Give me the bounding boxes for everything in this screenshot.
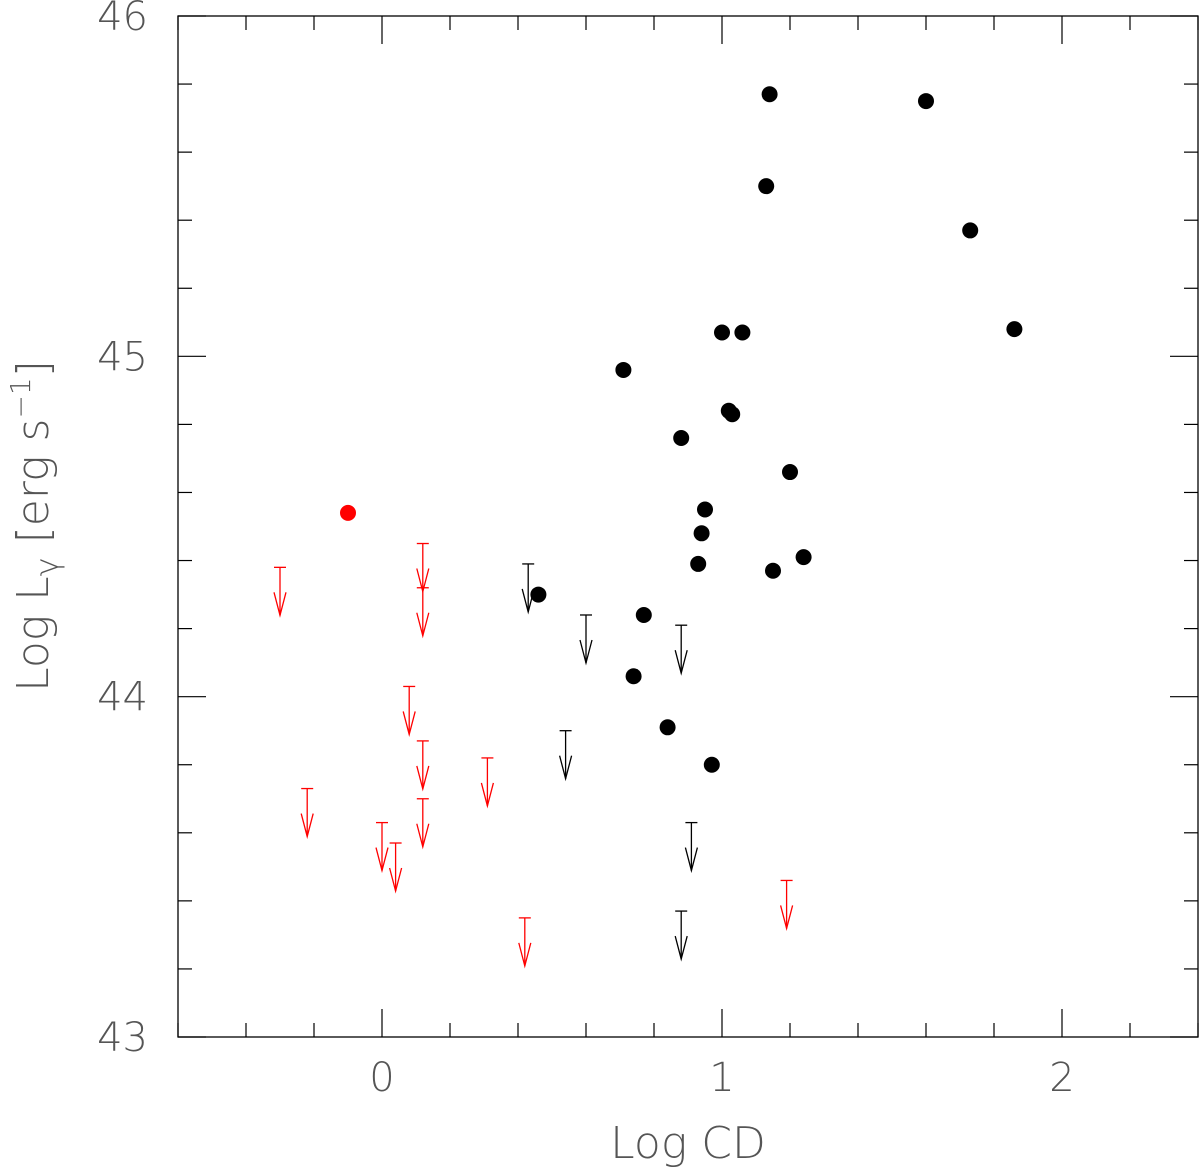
y-tick-label: 46: [97, 0, 148, 40]
red-upper-limit-arrow: [273, 566, 287, 618]
black-data-point: [635, 606, 652, 623]
upper-limit-head: [480, 782, 495, 809]
y-axis-title-subscript: γ: [28, 557, 66, 576]
upper-limit-head: [388, 867, 403, 894]
upper-limit-head: [674, 650, 688, 676]
black-data-point: [690, 555, 707, 572]
black-data-point: [765, 562, 781, 579]
upper-limit-head: [518, 942, 532, 969]
black-data-point: [795, 549, 812, 566]
black-data-point: [703, 756, 720, 773]
red-upper-limit-arrow: [388, 842, 403, 894]
red-upper-limit-arrow: [416, 587, 430, 639]
plot-frame: [177, 15, 1199, 1038]
black-data-point: [758, 178, 775, 195]
y-axis-title-close: ]: [8, 360, 59, 377]
y-tick-label: 43: [97, 1015, 148, 1061]
black-data-point: [714, 324, 730, 341]
x-tick-label: 0: [369, 1055, 394, 1101]
red-upper-limit-arrow: [416, 542, 430, 595]
y-axis-title-units: [erg s: [8, 419, 59, 544]
black-upper-limit-arrow: [579, 614, 593, 666]
black-data-point: [615, 361, 632, 378]
upper-limit-head: [558, 755, 573, 782]
black-upper-limit-arrow: [558, 730, 573, 782]
upper-limit-head: [779, 905, 794, 932]
red-upper-limit-arrow: [416, 798, 430, 850]
black-data-point: [962, 222, 979, 239]
black-data-point: [693, 525, 710, 542]
upper-limit-head: [674, 935, 688, 962]
black-data-point: [697, 501, 713, 518]
black-data-point: [659, 719, 676, 736]
upper-limit-head: [579, 639, 593, 666]
red-upper-limit-arrow: [300, 787, 314, 840]
data-marks: [273, 86, 1023, 969]
black-data-point: [724, 406, 741, 423]
black-upper-limit-arrow: [674, 624, 688, 676]
upper-limit-head: [521, 588, 535, 615]
x-axis-title: Log CD: [610, 1118, 766, 1169]
black-upper-limit-arrow: [521, 563, 535, 615]
red-upper-limit-arrow: [375, 821, 389, 874]
red-upper-limit-arrow: [402, 685, 416, 738]
x-tick-label: 1: [709, 1055, 734, 1101]
upper-limit-head: [300, 813, 314, 840]
black-data-point: [761, 86, 778, 103]
red-upper-limit-arrow: [480, 757, 495, 809]
red-upper-limit-arrow: [779, 879, 794, 932]
black-data-point: [782, 464, 798, 481]
y-axis-title-main: Log L: [8, 576, 59, 692]
x-tick-label: 2: [1049, 1055, 1074, 1101]
y-axis-title: Log Lγ [erg s−1]: [4, 360, 66, 692]
upper-limit-head: [375, 847, 389, 874]
black-upper-limit-arrow: [684, 821, 699, 874]
red-data-point: [340, 504, 356, 521]
upper-limit-head: [273, 592, 287, 618]
y-tick-label: 45: [97, 334, 148, 380]
red-upper-limit-arrow: [518, 917, 532, 969]
y-axis-title-superscript: −1: [4, 377, 37, 418]
black-data-point: [918, 93, 934, 110]
upper-limit-head: [402, 711, 416, 738]
upper-limit-head: [416, 765, 430, 792]
black-data-point: [673, 430, 690, 447]
axis-tick-labels: 0 1 2 43 44 45 46: [97, 0, 1075, 1101]
axis-ticks: [177, 15, 1199, 1038]
black-upper-limit-arrow: [674, 910, 688, 962]
y-tick-label: 44: [97, 675, 148, 721]
red-upper-limit-arrow: [416, 740, 430, 792]
black-data-point: [1006, 321, 1023, 338]
upper-limit-head: [684, 847, 699, 874]
upper-limit-head: [416, 823, 430, 850]
black-data-point: [625, 668, 642, 685]
black-data-point: [734, 324, 751, 341]
upper-limit-head: [416, 612, 430, 639]
